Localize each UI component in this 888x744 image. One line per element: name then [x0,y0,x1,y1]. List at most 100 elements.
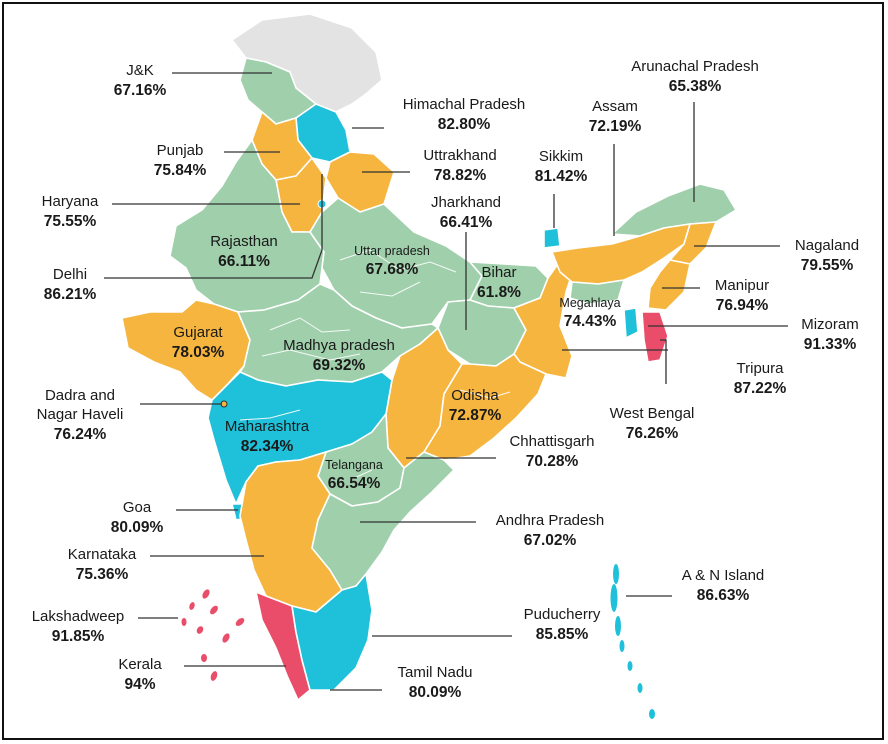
state-pct: 91.33% [803,335,857,353]
state-name: Jharkhand [430,194,502,211]
region-lakshadweep [181,589,245,681]
state-pct: 61.8% [477,283,521,301]
state-name: Bihar [481,264,517,281]
label-jk: J&K 67.16% [110,62,170,100]
label-tamilnadu: Tamil Nadu 80.09% [380,664,490,702]
label-up: Uttar pradesh 67.68% [332,244,452,279]
state-pct: 74.43% [563,312,617,330]
state-pct: 65.38% [668,77,722,95]
leader-lines [104,72,788,691]
state-pct: 70.28% [525,452,579,470]
state-pct: 86.21% [43,285,97,303]
region-manipur [647,259,691,311]
state-pct: 82.80% [437,115,491,133]
state-pct: 80.09% [110,518,164,536]
state-name: Karnataka [67,546,137,563]
state-name: Uttrakhand [423,147,497,164]
state-pct: 75.36% [75,565,129,583]
label-nagaland: Nagaland 79.55% [782,237,872,275]
region-meghalaya [569,279,625,305]
label-goa: Goa 80.09% [100,499,174,537]
state-name: Manipur [714,277,770,294]
state-pct: 76.26% [625,424,679,442]
state-name: Mizoram [801,316,859,333]
state-name: Gujarat [173,324,223,341]
state-pct: 76.94% [715,296,769,314]
state-pct: 91.85% [51,627,105,645]
label-mp: Madhya pradesh 69.32% [264,337,414,375]
label-sikkim: Sikkim 81.42% [526,148,596,186]
state-name: Odisha [451,387,499,404]
label-arunachal: Arunachal Pradesh 65.38% [610,58,780,96]
state-name: Chhattisgarh [509,433,595,450]
state-name: Himachal Pradesh [402,96,526,113]
label-tripura: Tripura 87.22% [720,360,800,398]
label-chhattisgarh: Chhattisgarh 70.28% [492,433,612,471]
state-name: West Bengal [609,405,695,422]
label-uttrakhand: Uttrakhand 78.82% [410,147,510,185]
state-name: Punjab [156,142,204,159]
state-name: A & N Island [681,567,765,584]
state-pct: 67.02% [523,531,577,549]
state-pct: 87.22% [733,379,787,397]
state-name: J&K [126,62,154,79]
state-name: Megahlaya [559,296,621,310]
state-name: Haryana [41,193,99,210]
state-pct: 76.24% [53,425,107,443]
state-name: Nagaland [794,237,860,254]
state-name: Arunachal Pradesh [631,58,759,75]
state-pct: 69.32% [312,356,366,374]
state-pct: 81.42% [534,167,588,185]
state-name: Puducherry [523,606,601,623]
state-pct: 67.16% [113,81,167,99]
state-name: Tamil Nadu [397,664,473,681]
state-pct: 66.54% [327,474,381,492]
state-pct: 86.63% [696,586,750,604]
state-pct: 72.87% [448,406,502,424]
label-karnataka: Karnataka 75.36% [56,546,148,584]
label-meghalaya: Megahlaya 74.43% [550,296,630,331]
state-pct: 85.85% [535,625,589,643]
state-pct: 78.82% [433,166,487,184]
state-name: Telangana [325,458,383,472]
state-pct: 75.84% [153,161,207,179]
label-rajasthan: Rajasthan 66.11% [196,233,292,271]
state-pct: 82.34% [240,437,294,455]
state-name: Andhra Pradesh [495,512,605,529]
region-tripura [623,307,639,339]
label-odisha: Odisha 72.87% [440,387,510,425]
label-lakshadweep: Lakshadweep 91.85% [20,608,136,646]
label-punjab: Punjab 75.84% [140,142,220,180]
state-name-line2: Nagar Haveli [36,405,124,423]
state-name: Uttar pradesh [354,244,430,258]
state-name: Madhya pradesh [283,337,395,354]
state-pct: 66.11% [218,252,270,270]
state-name: Delhi [52,266,88,283]
region-mizoram [641,311,669,363]
state-pct: 80.09% [408,683,462,701]
label-mizoram: Mizoram 91.33% [788,316,872,354]
state-pct: 94% [124,675,156,693]
state-pct: 79.55% [800,256,854,274]
label-telangana: Telangana 66.54% [314,458,394,493]
label-himachal: Himachal Pradesh 82.80% [384,96,544,134]
label-kerala: Kerala 94% [100,656,180,694]
state-name: Tripura [736,360,784,377]
state-name: Maharashtra [224,418,310,435]
label-westbengal: West Bengal 76.26% [602,405,702,443]
label-manipur: Manipur 76.94% [702,277,782,315]
label-maharashtra: Maharashtra 82.34% [212,418,322,456]
label-dnh: Dadra and Nagar Haveli 76.24% [20,387,140,444]
region-an-island [610,564,655,719]
label-jharkhand: Jharkhand 66.41% [416,194,516,232]
state-name: Kerala [118,656,162,673]
region-odisha [423,353,547,461]
state-pct: 75.55% [43,212,97,230]
state-pct: 67.68% [365,260,419,278]
state-name: Assam [592,98,638,115]
label-an-island: A & N Island 86.63% [668,567,778,605]
label-gujarat: Gujarat 78.03% [156,324,240,362]
label-assam: Assam 72.19% [580,98,650,136]
